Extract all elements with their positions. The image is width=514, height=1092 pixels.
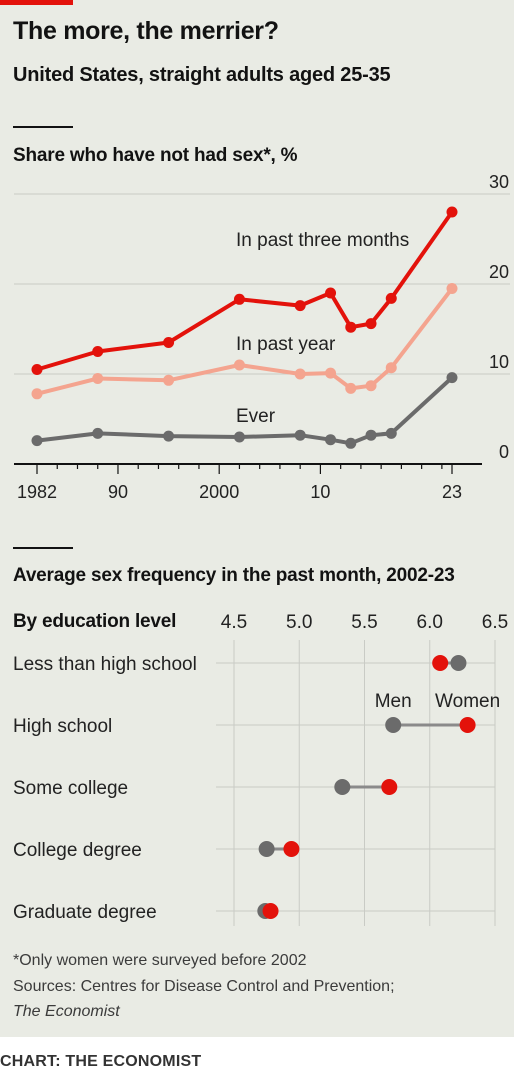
dot-men: [385, 717, 402, 733]
section-rule-1: [13, 126, 73, 128]
y-tick-label: 30: [489, 172, 509, 192]
y-tick-label: 0: [499, 442, 509, 462]
data-point-ever: [446, 372, 458, 384]
dot-women: [432, 655, 449, 671]
x-tick-label: 6.5: [482, 612, 508, 633]
chart-panel: The more, the merrier? United States, st…: [0, 0, 514, 1037]
data-point-three-months: [325, 287, 337, 299]
x-tick-label: 1982: [17, 482, 57, 502]
chart-credit: CHART: THE ECONOMIST: [0, 1053, 202, 1070]
x-tick-label: 6.0: [417, 612, 443, 633]
series-label-ever: Ever: [236, 406, 276, 427]
data-point-three-months: [163, 337, 175, 348]
data-point-past-year: [385, 362, 397, 374]
chart-title: The more, the merrier?: [13, 17, 279, 45]
series-line-three-months: [36, 210, 454, 372]
dot-men: [258, 841, 275, 857]
dot-women: [283, 841, 300, 857]
data-point-ever: [365, 429, 377, 441]
x-tick-label: 4.5: [221, 612, 247, 633]
data-point-ever: [345, 437, 357, 449]
line-chart-title: Share who have not had sex*, %: [13, 145, 298, 166]
dot-men: [334, 779, 351, 795]
sources: Sources: Centres for Disease Control and…: [13, 978, 395, 995]
x-tick-label: 2000: [199, 482, 239, 502]
data-point-ever: [92, 427, 104, 439]
data-point-three-months: [294, 300, 306, 312]
category-label: Some college: [13, 778, 128, 799]
data-point-ever: [163, 430, 175, 442]
data-point-past-year: [446, 283, 458, 294]
x-tick-label: 23: [442, 482, 462, 502]
series-label-three-months: In past three months: [236, 230, 409, 251]
source-org: The Economist: [13, 1003, 120, 1020]
category-label: College degree: [13, 840, 142, 861]
legend-label-women: Women: [435, 691, 500, 712]
data-point-three-months: [233, 293, 245, 305]
data-point-ever: [325, 434, 337, 446]
data-point-past-year: [365, 380, 377, 392]
data-point-past-year: [294, 368, 306, 380]
category-label: Less than high school: [13, 654, 197, 675]
dot-men: [450, 655, 467, 671]
data-point-past-year: [31, 388, 43, 400]
data-point-three-months: [31, 364, 43, 375]
data-point-past-year: [163, 374, 175, 386]
data-point-three-months: [385, 292, 397, 304]
dot-chart: 4.5 5.0 5.5 6.0 6.5 Less than high school High…: [13, 612, 508, 926]
footnote: *Only women were surveyed before 2002: [13, 952, 307, 969]
legend-label-men: Men: [375, 691, 412, 712]
series-label-past-year: In past year: [236, 334, 336, 355]
dot-women: [459, 717, 476, 733]
series-line-ever: [36, 376, 454, 446]
section-rule-2: [13, 547, 73, 549]
x-tick-label: 5.0: [286, 612, 312, 633]
data-point-ever: [294, 429, 306, 441]
y-tick-label: 10: [489, 352, 509, 372]
data-point-three-months: [345, 321, 357, 333]
y-tick-label: 20: [489, 262, 509, 282]
data-point-three-months: [446, 206, 458, 218]
data-point-ever: [385, 427, 397, 439]
data-point-ever: [233, 431, 245, 443]
data-point-ever: [31, 435, 43, 447]
category-label: High school: [13, 716, 112, 737]
brand-accent-bar: [0, 0, 73, 5]
series-line-past-year: [36, 287, 454, 396]
data-point-three-months: [365, 318, 377, 330]
dot-chart-title: Average sex frequency in the past month,…: [13, 565, 455, 586]
category-label: Graduate degree: [13, 902, 157, 923]
data-point-past-year: [233, 359, 245, 371]
dot-women: [381, 779, 398, 795]
x-tick-label: 10: [310, 482, 330, 502]
line-chart: 30 20 10 0 1982 90 2000 10 23 In past three month…: [14, 172, 510, 502]
data-point-past-year: [325, 367, 337, 379]
data-point-past-year: [92, 373, 104, 384]
chart-subtitle: United States, straight adults aged 25-3…: [13, 64, 391, 86]
x-tick-label: 90: [108, 482, 128, 502]
data-point-three-months: [92, 346, 104, 357]
dot-chart-category-header: By education level: [13, 611, 177, 632]
data-point-past-year: [345, 382, 357, 394]
dot-women: [262, 903, 279, 919]
x-tick-label: 5.5: [351, 612, 377, 633]
